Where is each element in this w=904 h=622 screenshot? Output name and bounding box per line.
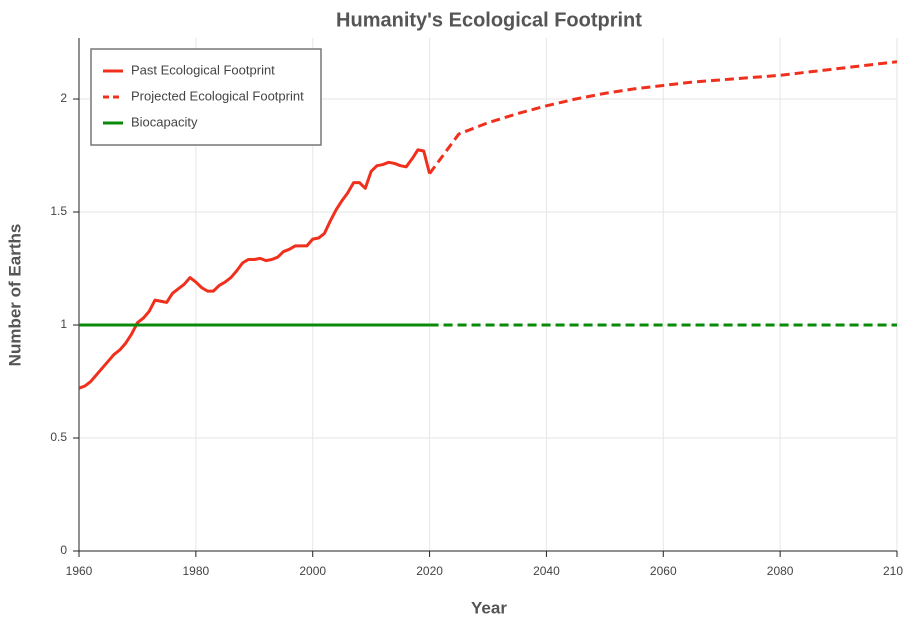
y-axis-label: Number of Earths — [5, 224, 24, 367]
y-tick-label: 2 — [60, 91, 67, 105]
series-line — [79, 148, 432, 390]
x-tick-label: 2020 — [416, 564, 443, 578]
x-tick-label: 1960 — [66, 564, 93, 578]
y-tick-label: 1 — [60, 317, 67, 331]
x-axis-label: Year — [471, 598, 507, 617]
x-tick-label: 2080 — [767, 564, 794, 578]
x-tick-label: 1980 — [183, 564, 210, 578]
x-tick-label: 210 — [883, 564, 903, 578]
y-tick-label: 1.5 — [50, 204, 67, 218]
x-tick-label: 2060 — [650, 564, 677, 578]
legend-label: Biocapacity — [131, 114, 198, 129]
legend-label: Past Ecological Footprint — [131, 62, 275, 77]
chart-title: Humanity's Ecological Footprint — [336, 9, 642, 31]
series-line — [428, 60, 897, 175]
legend-label: Projected Ecological Footprint — [131, 88, 304, 103]
legend-box — [90, 48, 322, 146]
x-tick-label: 2040 — [533, 564, 560, 578]
y-tick-label: 0.5 — [50, 430, 67, 444]
y-tick-label: 0 — [60, 543, 67, 557]
x-tick-label: 2000 — [299, 564, 326, 578]
legend: Past Ecological Footprint Projected Ecolo… — [90, 48, 322, 146]
